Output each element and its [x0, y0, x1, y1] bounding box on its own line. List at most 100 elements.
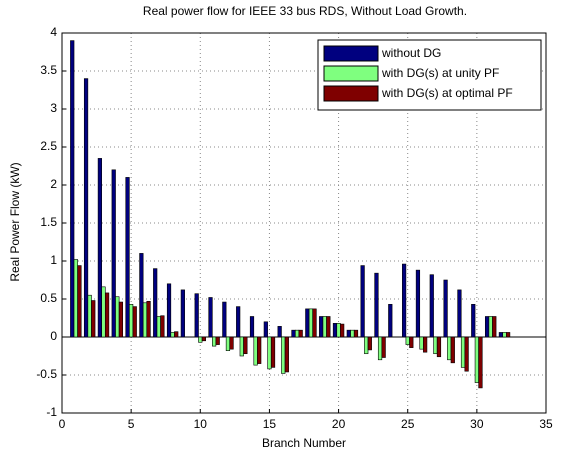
- bar: [170, 332, 175, 338]
- bar: [77, 265, 82, 338]
- x-axis-label: Branch Number: [262, 436, 346, 450]
- bar: [201, 336, 206, 342]
- bar: [111, 169, 116, 338]
- y-axis-label: Real Power Flow (kW): [8, 162, 22, 281]
- bar: [457, 289, 462, 338]
- bar: [429, 274, 434, 338]
- bar: [498, 332, 504, 338]
- bar: [263, 321, 268, 338]
- bar: [492, 316, 497, 338]
- bar: [460, 336, 466, 368]
- bar: [294, 329, 300, 338]
- bar: [474, 336, 479, 383]
- y-tick-label: -0.5: [36, 367, 57, 381]
- bar: [484, 316, 490, 338]
- y-tick-label: 3.5: [40, 63, 57, 77]
- bar: [464, 336, 469, 372]
- bar: [402, 263, 407, 338]
- bar: [229, 336, 234, 350]
- bar: [115, 296, 120, 338]
- x-tick-label: 5: [128, 417, 135, 431]
- bar: [506, 332, 511, 338]
- y-tick-label: 2: [50, 177, 57, 191]
- bar: [346, 329, 351, 338]
- bar: [132, 306, 137, 338]
- bar: [73, 259, 78, 338]
- x-tick-label: 10: [194, 417, 208, 431]
- bar: [284, 336, 289, 373]
- bar: [443, 279, 448, 338]
- bar: [326, 316, 331, 338]
- bar: [129, 304, 134, 338]
- legend-swatch: [323, 65, 379, 82]
- y-tick-label: 2.5: [40, 139, 57, 153]
- x-tick-label: 30: [470, 417, 484, 431]
- bar: [291, 329, 296, 338]
- bar: [194, 293, 199, 338]
- bar: [180, 289, 185, 338]
- bar: [70, 40, 75, 338]
- bar: [450, 336, 455, 364]
- bar: [222, 301, 227, 338]
- bar: [298, 329, 303, 338]
- bar: [139, 253, 144, 338]
- bar: [91, 300, 96, 338]
- legend-label: without DG: [381, 46, 441, 60]
- x-tick-label: 25: [401, 417, 415, 431]
- bar: [433, 336, 438, 355]
- bar: [360, 265, 365, 338]
- bar: [336, 323, 341, 338]
- bar: [257, 336, 262, 364]
- y-tick-label: 0: [50, 329, 57, 343]
- y-tick-label: -1: [46, 405, 57, 419]
- bar: [212, 336, 217, 347]
- x-tick-label: 0: [59, 417, 66, 431]
- bar: [319, 316, 324, 338]
- x-tick-label: 35: [539, 417, 553, 431]
- bar: [153, 268, 158, 338]
- bar: [156, 316, 161, 338]
- bar: [332, 323, 338, 338]
- bar: [471, 304, 476, 338]
- bar: [146, 300, 151, 338]
- y-tick-label: 4: [50, 25, 57, 39]
- bar: [340, 323, 345, 338]
- bar: [423, 336, 428, 353]
- plot-frame: [61, 32, 547, 414]
- bar: [353, 329, 359, 338]
- bar: [377, 336, 383, 361]
- bar: [447, 336, 452, 361]
- y-tick-label: 1: [50, 253, 57, 267]
- bar: [249, 316, 255, 338]
- bar: [270, 336, 276, 368]
- bar: [118, 301, 124, 338]
- legend-swatch: [323, 85, 379, 102]
- bar: [367, 336, 372, 351]
- bar: [83, 78, 89, 338]
- bar: [215, 336, 220, 345]
- bar: [405, 336, 410, 345]
- bar: [104, 292, 110, 338]
- bar: [160, 315, 165, 338]
- bar: [478, 336, 483, 389]
- bar: [267, 336, 272, 370]
- bar: [415, 269, 421, 338]
- bar: [308, 308, 314, 338]
- bar: [388, 304, 393, 338]
- y-tick-label: 0.5: [40, 291, 57, 305]
- chart-title: Real power flow for IEEE 33 bus RDS, Wit…: [143, 4, 467, 18]
- bar: [488, 316, 493, 338]
- legend-label: with DG(s) at optimal PF: [381, 86, 513, 100]
- y-tick-label: 3: [50, 101, 57, 115]
- x-tick-label: 15: [263, 417, 277, 431]
- bar: [374, 272, 379, 338]
- bar: [97, 158, 102, 338]
- x-tick-label: 20: [332, 417, 346, 431]
- bar: [87, 294, 92, 338]
- bar: [142, 302, 148, 338]
- bar: [502, 332, 507, 338]
- bar: [419, 336, 424, 350]
- bar: [174, 331, 179, 338]
